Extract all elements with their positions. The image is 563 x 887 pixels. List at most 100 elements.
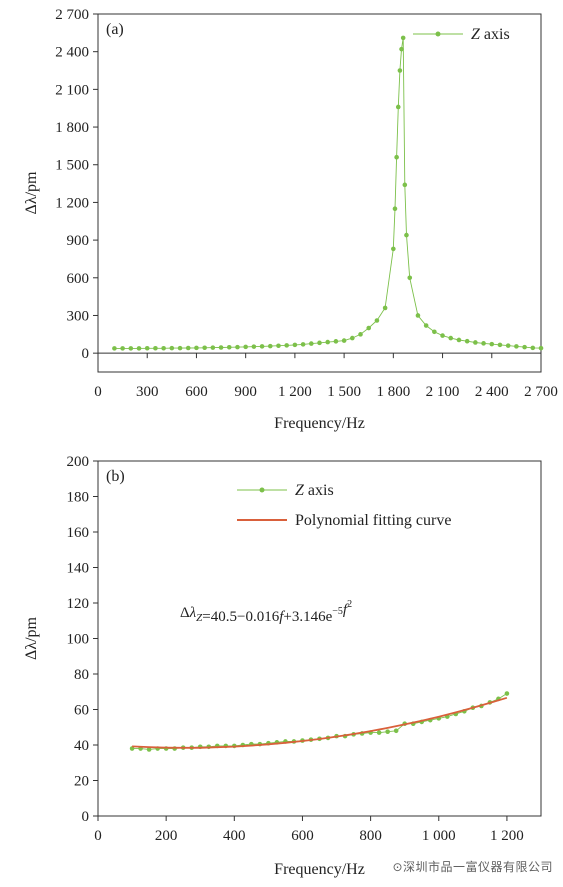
data-point [489,341,495,347]
data-point [382,305,388,311]
data-point [284,343,289,348]
y-tick-label: 20 [74,774,89,790]
y-tick-label: 0 [82,809,90,825]
data-point [393,728,399,734]
data-point [448,335,454,341]
legend-label: Z axis [471,26,510,43]
data-point [300,342,306,347]
y-tick-label: 2 400 [55,45,89,61]
data-point [292,342,298,348]
y-tick-label: 900 [67,233,90,249]
data-point [423,323,429,328]
panel-label: (b) [106,468,125,485]
fit-equation: ΔλZ=40.5−0.016f+3.146e−5f2 [180,599,352,625]
x-tick-label: 1 000 [422,828,456,844]
data-point [397,68,403,73]
data-point [399,46,404,52]
data-point [464,338,470,344]
x-axis-label: Frequency/Hz [274,415,365,432]
data-point [325,339,331,345]
data-point [407,275,413,281]
y-tick-label: 2 100 [55,82,89,98]
x-tick-label: 2 100 [426,384,460,400]
x-tick-label: 1 800 [376,384,410,400]
data-point [169,345,175,351]
y-axis-label: Δλ/pm [23,171,40,214]
data-point [538,345,544,351]
data-point [194,345,199,351]
data-point [350,335,355,341]
data-point [153,345,158,351]
data-point [504,691,510,696]
data-point [218,345,224,350]
y-tick-label: 40 [74,738,89,754]
y-tick-label: 1 200 [55,195,89,211]
data-point [185,345,191,351]
data-point [251,344,257,349]
y-tick-label: 0 [82,346,90,362]
data-point [112,346,117,351]
data-point [404,232,409,238]
y-tick-label: 160 [67,525,90,541]
series-line [132,696,508,749]
y-tick-label: 600 [67,271,90,287]
data-point [400,35,406,41]
x-tick-label: 900 [234,384,257,400]
data-point [341,338,347,343]
data-point [391,246,396,252]
x-tick-label: 2 700 [524,384,558,400]
data-point [481,341,486,346]
legend-label: Polynomial fitting curve [295,512,451,529]
y-tick-label: 100 [67,632,90,648]
data-point [392,206,398,212]
x-axis-label: Frequency/Hz [274,861,365,878]
x-tick-label: 300 [136,384,159,400]
y-tick-label: 1 500 [55,158,89,174]
y-tick-label: 120 [67,596,90,612]
data-point [440,333,445,338]
data-point [366,325,372,331]
data-point [497,342,503,348]
data-point [276,343,281,349]
data-point [456,337,462,343]
y-tick-label: 300 [67,308,90,324]
legend-label: Z axis [295,482,334,499]
x-tick-label: 400 [223,828,246,844]
y-tick-label: 1 800 [55,120,89,136]
data-point [202,345,207,351]
plot-frame [97,13,542,373]
data-point [530,345,536,351]
data-point [432,329,437,335]
data-point [394,154,399,160]
panel-label: (a) [106,21,124,38]
data-point [374,318,380,323]
data-point [120,346,125,351]
data-point [333,339,339,344]
x-tick-label: 200 [155,828,178,844]
data-point [259,344,265,349]
x-tick-label: 0 [94,384,102,400]
y-tick-label: 60 [74,703,89,719]
series-line [114,37,542,349]
y-tick-label: 2 700 [55,7,89,23]
data-point [235,344,240,350]
chart-b: 0 200 400 600 800 1 000 1 200 0 20 40 60 80 100 120 14… [23,454,542,878]
y-tick-label: 180 [67,490,90,506]
x-tick-label: 1 200 [278,384,312,400]
legend-marker [435,31,441,37]
x-tick-label: 600 [185,384,208,400]
data-point [415,313,421,318]
data-point [243,344,248,350]
chart-a: 0 300 600 900 1 200 1 500 1 800 2 100 2 400 2 700… [23,7,558,432]
x-tick-label: 0 [94,828,102,844]
x-tick-label: 600 [291,828,314,844]
data-point [317,340,322,346]
data-point [308,341,314,346]
data-point [129,746,135,751]
x-tick-label: 2 400 [475,384,509,400]
data-point [161,345,166,351]
data-point [177,345,183,351]
x-tick-label: 800 [359,828,382,844]
data-point [210,345,216,350]
legend-marker [259,487,265,493]
